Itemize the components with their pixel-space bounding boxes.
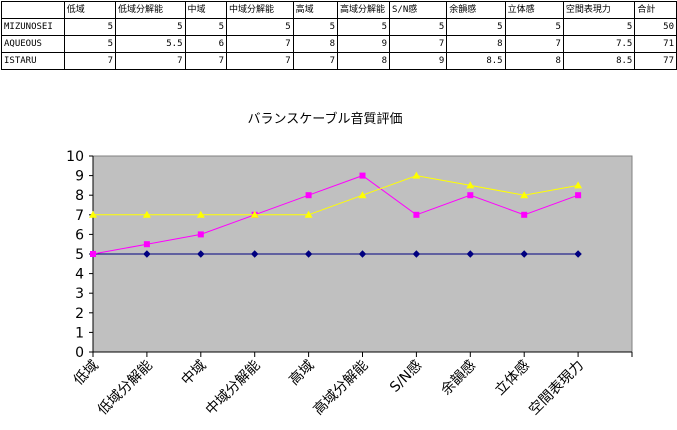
row-label: ISTARU bbox=[1, 52, 65, 70]
y-tick-label: 6 bbox=[75, 227, 84, 243]
data-point bbox=[197, 231, 204, 238]
y-tick-label: 3 bbox=[75, 286, 84, 302]
table-cell: 5 bbox=[63, 18, 117, 36]
table-cell: 77 bbox=[634, 52, 677, 70]
data-point bbox=[143, 250, 151, 258]
table-row: AQUEOUS 5 5.5 6 7 8 9 7 8 7 7.5 71 bbox=[1, 35, 677, 53]
table-row: ISTARU 7 7 7 7 7 8 9 8.5 8 8.5 77 bbox=[1, 52, 677, 70]
table-cell: 8 bbox=[292, 35, 339, 53]
table-header-cell: 低域分解能 bbox=[115, 1, 186, 19]
table-header-cell: S/N感 bbox=[388, 1, 448, 19]
table-cell: 7 bbox=[226, 52, 294, 70]
row-label: AQUEOUS bbox=[1, 35, 65, 53]
table-cell: 50 bbox=[634, 18, 677, 36]
y-tick-label: 8 bbox=[75, 188, 84, 204]
table-header-cell: 中域分解能 bbox=[226, 1, 294, 19]
table-cell: 8 bbox=[337, 52, 390, 70]
y-tick-label: 1 bbox=[75, 325, 84, 341]
table-header-cell bbox=[1, 1, 65, 19]
table-cell: 5 bbox=[226, 18, 294, 36]
table-cell: 5 bbox=[63, 35, 117, 53]
data-point bbox=[520, 191, 529, 199]
table-cell: 7 bbox=[504, 35, 564, 53]
data-point bbox=[358, 250, 367, 258]
table-cell: 7 bbox=[63, 52, 117, 70]
data-point bbox=[575, 192, 582, 199]
y-tick-label: 10 bbox=[66, 149, 84, 165]
table-cell: 71 bbox=[634, 35, 677, 53]
table-header-cell: 合計 bbox=[634, 1, 677, 19]
y-tick-label: 7 bbox=[75, 208, 84, 224]
table-cell: 7 bbox=[184, 52, 228, 70]
table-cell: 8 bbox=[504, 52, 564, 70]
data-point bbox=[142, 210, 151, 218]
data-point bbox=[90, 251, 96, 257]
table-cell: 5 bbox=[184, 18, 228, 36]
data-point bbox=[413, 211, 420, 218]
data-point bbox=[143, 241, 150, 248]
y-tick-label: 5 bbox=[75, 247, 84, 263]
table-cell: 7 bbox=[226, 35, 294, 53]
table-cell: 5 bbox=[562, 18, 636, 36]
table-header-cell: 空間表現力 bbox=[562, 1, 636, 19]
data-point bbox=[250, 210, 259, 218]
table-cell: 7 bbox=[388, 35, 448, 53]
row-label: MIZUNOSEI bbox=[1, 18, 65, 36]
data-point bbox=[196, 210, 205, 218]
table-cell: 7 bbox=[292, 52, 339, 70]
table-cell: 5 bbox=[115, 18, 186, 36]
series-line bbox=[92, 175, 579, 255]
data-point bbox=[574, 250, 582, 258]
table-cell: 5.5 bbox=[115, 35, 186, 53]
y-tick-label: 4 bbox=[75, 267, 84, 283]
series-line bbox=[93, 175, 579, 216]
table-cell: 5 bbox=[292, 18, 339, 36]
data-point bbox=[197, 250, 205, 258]
y-tick-label: 9 bbox=[75, 169, 84, 185]
table-cell: 7.5 bbox=[562, 35, 636, 53]
table-cell: 7 bbox=[115, 52, 186, 70]
data-point bbox=[304, 250, 313, 258]
data-point bbox=[520, 250, 528, 258]
data-point bbox=[304, 210, 313, 218]
data-point bbox=[466, 250, 475, 258]
table-cell: 5 bbox=[446, 18, 506, 36]
table-header-cell: 余韻感 bbox=[446, 1, 506, 19]
data-point bbox=[574, 181, 583, 189]
data-point bbox=[359, 172, 366, 179]
table-row: MIZUNOSEI 5 5 5 5 5 5 5 5 5 5 50 bbox=[1, 18, 677, 36]
table-cell: 5 bbox=[337, 18, 390, 36]
table-cell: 9 bbox=[337, 35, 390, 53]
data-point bbox=[89, 210, 97, 218]
data-point bbox=[250, 250, 259, 258]
data-point bbox=[412, 250, 421, 258]
y-tick-label: 0 bbox=[75, 345, 84, 361]
table-cell: 8 bbox=[446, 35, 506, 53]
chart-title: バランスケーブル音質評価 bbox=[248, 111, 403, 127]
y-tick-label: 2 bbox=[75, 306, 84, 322]
score-table: 低域 低域分解能 中域 中域分解能 高域 高域分解能 S/N感 余韻感 立体感 空間表現力 合計 MI… bbox=[1, 1, 677, 70]
table-header-cell: 低域 bbox=[63, 1, 117, 19]
data-point bbox=[305, 192, 312, 199]
table-cell: 8.5 bbox=[562, 52, 636, 70]
line-chart: バランスケーブル音質評価 012345678910低域低域分解能 中域中域分解能高… bbox=[0, 92, 677, 430]
data-point bbox=[358, 191, 367, 199]
data-point bbox=[412, 171, 421, 179]
table-header-cell: 高域分解能 bbox=[337, 1, 390, 19]
chart-area: バランスケーブル音質評価 0 1 2 3 4 5 6 7 8 9 10 低域 低域分解能 中域 中域分解能高… bbox=[0, 92, 677, 430]
table-header-cell: 高域 bbox=[292, 1, 339, 19]
table-header-row: 低域 低域分解能 中域 中域分解能 高域 高域分解能 S/N感 余韻感 立体感 空間表現力 合計 bbox=[1, 1, 677, 19]
table-cell: 5 bbox=[388, 18, 448, 36]
table-cell: 6 bbox=[184, 35, 228, 53]
data-point bbox=[521, 211, 528, 218]
table-cell: 8.5 bbox=[446, 52, 506, 70]
data-point bbox=[466, 181, 475, 189]
table-cell: 9 bbox=[388, 52, 448, 70]
table-header-cell: 立体感 bbox=[504, 1, 564, 19]
table-cell: 5 bbox=[504, 18, 564, 36]
table-header-cell: 中域 bbox=[184, 1, 228, 19]
data-point bbox=[467, 192, 474, 199]
